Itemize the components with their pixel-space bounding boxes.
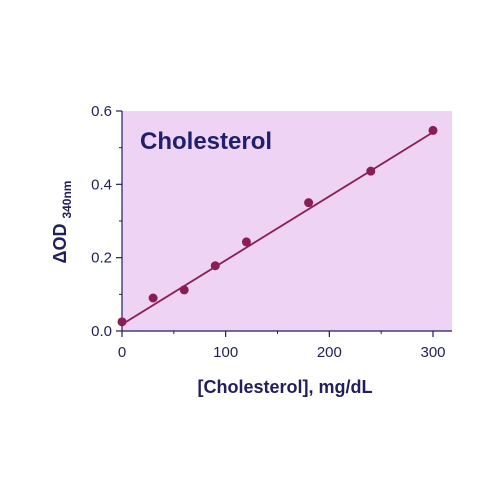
y-tick-label: 0.6 — [91, 103, 112, 120]
chart-title: Cholesterol — [140, 128, 272, 155]
x-tick-label: 100 — [213, 344, 238, 361]
x-tick-label: 200 — [317, 344, 342, 361]
ticks: 0.0 0.2 0.4 0.6 0 100 200 300 — [91, 103, 445, 361]
data-point — [210, 261, 220, 271]
x-tick-label: 300 — [420, 344, 445, 361]
y-tick-label: 0.2 — [91, 250, 112, 267]
y-tick-label: 0.4 — [91, 176, 112, 193]
data-point — [241, 237, 251, 247]
x-axis-title: [Cholesterol], mg/dL — [198, 377, 373, 397]
data-point — [117, 317, 127, 327]
data-points — [117, 125, 438, 327]
x-tick-label: 0 — [118, 344, 126, 361]
data-point — [428, 125, 438, 135]
fit-line — [121, 131, 434, 326]
data-point — [148, 293, 158, 303]
y-axis-title-main: ΔOD — [50, 224, 70, 264]
y-tick-label: 0.0 — [91, 323, 112, 340]
data-point — [179, 285, 189, 295]
y-axis-title: ΔOD 340nm — [50, 181, 74, 264]
y-axis-title-subscript: 340nm — [60, 181, 74, 219]
plot-area — [122, 111, 452, 331]
data-point — [366, 166, 376, 176]
data-point — [304, 198, 314, 208]
